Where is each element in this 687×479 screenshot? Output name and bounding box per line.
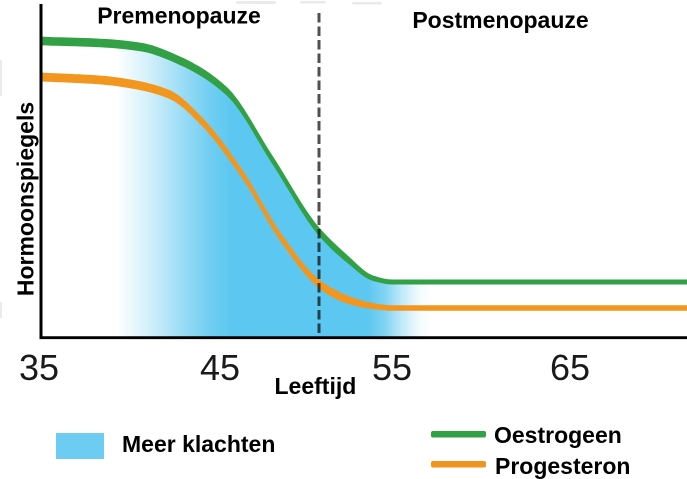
svg-text:Premenopauze: Premenopauze (97, 3, 261, 29)
svg-text:Meer klachten: Meer klachten (122, 431, 275, 457)
svg-text:Oestrogeen: Oestrogeen (494, 422, 622, 448)
svg-text:Hormoonspiegels: Hormoonspiegels (13, 102, 39, 296)
svg-text:35: 35 (19, 347, 59, 388)
svg-text:65: 65 (550, 347, 590, 388)
svg-text:45: 45 (200, 347, 240, 388)
svg-text:55: 55 (372, 347, 412, 388)
svg-text:Postmenopauze: Postmenopauze (412, 7, 588, 33)
svg-text:Progesteron: Progesteron (495, 453, 630, 479)
svg-text:Leeftijd: Leeftijd (275, 373, 357, 399)
